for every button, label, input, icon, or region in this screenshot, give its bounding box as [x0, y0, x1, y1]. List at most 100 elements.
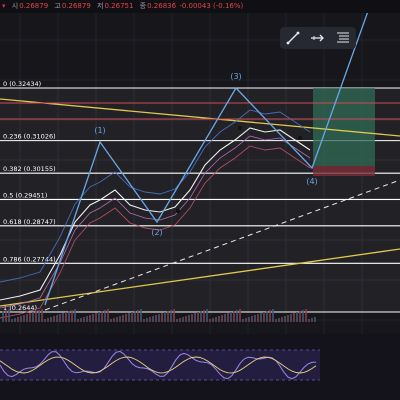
volume-bar: [38, 310, 40, 322]
volume-bar: [254, 315, 256, 322]
volume-bar: [209, 319, 211, 322]
volume-bar: [98, 312, 100, 322]
volume-bar: [197, 312, 199, 322]
position-zone[interactable]: [313, 88, 375, 176]
target-zone[interactable]: [313, 88, 375, 166]
volume-bar: [239, 309, 241, 322]
volume-bar: [62, 313, 64, 322]
trendline-tool-button[interactable]: [284, 29, 302, 47]
volume-bar: [191, 314, 193, 322]
close-value: 0.26836: [147, 2, 177, 10]
volume-bar: [188, 315, 190, 322]
volume-bar: [155, 315, 157, 322]
volume-bars: [2, 309, 316, 322]
volume-bar: [113, 318, 115, 322]
fib-level-label: 0.382 (0.30155): [3, 165, 56, 173]
volume-bar: [50, 317, 52, 322]
volume-bar: [212, 318, 214, 322]
marker-dot: [238, 126, 242, 130]
volume-bar: [119, 316, 121, 322]
elliott-wave[interactable]: (1) (2) (3) (4): [44, 0, 373, 306]
volume-bar: [41, 309, 43, 322]
volume-bar: [143, 319, 145, 322]
volume-bar: [173, 309, 175, 322]
rsi-panel: [0, 334, 400, 400]
lower-band: [0, 145, 311, 319]
volume-bar: [2, 311, 4, 322]
volume-bar: [176, 319, 178, 322]
volume-bar: [20, 316, 22, 322]
volume-bar: [53, 316, 55, 322]
volume-bar: [266, 311, 268, 322]
fib-level-label: 0.5 (0.29451): [3, 191, 47, 199]
volume-bar: [263, 312, 265, 322]
volume-bar: [14, 318, 16, 322]
marker-dot: [176, 209, 180, 213]
high-label: 고: [54, 2, 61, 10]
volume-bar: [278, 318, 280, 322]
arrow-tool-button[interactable]: [309, 29, 327, 47]
drawn-lines[interactable]: [0, 98, 400, 311]
arrow-right-icon: [310, 34, 324, 42]
volume-bar: [134, 311, 136, 322]
volume-bar: [92, 314, 94, 322]
volume-bar: [122, 315, 124, 322]
volume-bar: [305, 309, 307, 322]
volume-bar: [107, 309, 109, 322]
volume-bar: [80, 318, 82, 322]
volume-bar: [272, 309, 274, 322]
volume-bar: [68, 311, 70, 322]
fib-level-label: 0 (0.32434): [3, 80, 41, 88]
volume-bar: [242, 319, 244, 322]
volume-bar: [101, 311, 103, 322]
volume-bar: [56, 315, 58, 322]
list-lines-icon: [337, 32, 350, 43]
marker-dot: [298, 136, 302, 140]
volume-bar: [44, 319, 46, 322]
volume-bar: [179, 318, 181, 322]
volume-bar: [71, 310, 73, 322]
support-trendline[interactable]: [0, 248, 400, 307]
volume-bar: [314, 317, 316, 322]
volume-bar: [299, 311, 301, 322]
volume-bar: [137, 310, 139, 322]
wave-label: (2): [151, 228, 162, 237]
volume-bar: [194, 313, 196, 322]
volume-bar: [308, 319, 310, 322]
change-value: -0.00043 (-0.16%): [179, 2, 244, 10]
volume-bar: [200, 311, 202, 322]
volume-bar: [167, 311, 169, 322]
symbol-dropdown-icon[interactable]: ▾: [2, 2, 6, 10]
indicator-menu-button[interactable]: [334, 29, 352, 47]
volume-bar: [230, 312, 232, 322]
resistance-trendline[interactable]: [0, 98, 400, 137]
dashed-projection-line[interactable]: [44, 179, 400, 311]
volume-bar: [290, 314, 292, 322]
wave-label: (3): [230, 72, 241, 81]
volume-bar: [83, 317, 85, 322]
volume-bar: [116, 317, 118, 322]
volume-bar: [65, 312, 67, 322]
volume-bar: [164, 312, 166, 322]
volume-bar: [77, 319, 79, 322]
volume-bar: [302, 310, 304, 322]
volume-bar: [140, 309, 142, 322]
wave-path[interactable]: [44, 0, 373, 306]
volume-bar: [5, 310, 7, 322]
volume-bar: [224, 314, 226, 322]
volume-bar: [248, 317, 250, 322]
stop-zone[interactable]: [313, 166, 375, 176]
volume-bar: [203, 310, 205, 322]
volume-bar: [257, 314, 259, 322]
ohlc-header: ▾ 시0.26879 고0.26879 저0.26751 종0.26836 -0…: [0, 0, 400, 13]
volume-bar: [215, 317, 217, 322]
volume-bar: [152, 316, 154, 322]
open-label: 시: [11, 2, 19, 10]
volume-bar: [8, 309, 10, 322]
volume-bar: [74, 309, 76, 322]
volume-bar: [311, 318, 313, 322]
fib-level-label: 0.786 (0.27744): [3, 255, 56, 263]
volume-bar: [275, 319, 277, 322]
fib-level-label: 0.618 (0.28747): [3, 218, 56, 226]
